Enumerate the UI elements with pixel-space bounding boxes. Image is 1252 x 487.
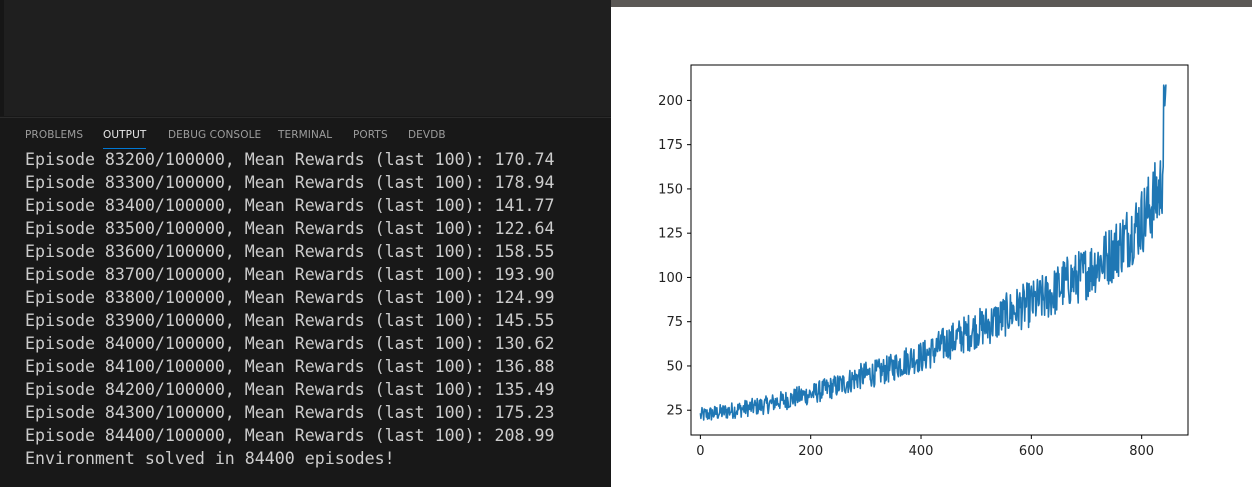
- panel-tabbar: PROBLEMS OUTPUT DEBUG CONSOLE TERMINAL P…: [0, 117, 611, 152]
- x-tick-label: 400: [909, 444, 934, 459]
- tab-ports[interactable]: PORTS: [353, 129, 388, 141]
- output-line: Episode 83300/100000, Mean Rewards (last…: [25, 173, 555, 192]
- y-tick-label: 100: [658, 271, 683, 286]
- tab-debug-console[interactable]: DEBUG CONSOLE: [168, 129, 262, 141]
- editor-area: [0, 0, 611, 116]
- output-line: Episode 83900/100000, Mean Rewards (last…: [25, 311, 555, 330]
- output-line: Episode 83200/100000, Mean Rewards (last…: [25, 151, 555, 169]
- tab-problems[interactable]: PROBLEMS: [25, 129, 84, 141]
- tab-devdb[interactable]: DEVDB: [408, 129, 446, 141]
- output-line: Episode 84000/100000, Mean Rewards (last…: [25, 334, 555, 353]
- x-tick-label: 800: [1129, 444, 1154, 459]
- y-tick-label: 75: [666, 315, 683, 330]
- editor-edge: [0, 0, 4, 116]
- output-line: Episode 84300/100000, Mean Rewards (last…: [25, 403, 555, 422]
- y-tick-label: 200: [658, 94, 683, 109]
- tab-terminal[interactable]: TERMINAL: [278, 129, 333, 141]
- y-tick-label: 125: [658, 227, 683, 242]
- output-log[interactable]: Episode 83200/100000, Mean Rewards (last…: [0, 151, 611, 487]
- y-tick-label: 50: [666, 359, 683, 374]
- output-line: Episode 84100/100000, Mean Rewards (last…: [25, 357, 555, 376]
- output-line: Episode 83600/100000, Mean Rewards (last…: [25, 242, 555, 261]
- plot-frame: [690, 64, 1189, 436]
- x-tick-label: 0: [696, 444, 704, 459]
- y-tick-label: 150: [658, 182, 683, 197]
- output-line: Environment solved in 84400 episodes!: [25, 449, 395, 468]
- plot-window: 0 200 400 600 800 25 50 75 100 125 150 175 200: [611, 0, 1252, 487]
- output-line: Episode 83500/100000, Mean Rewards (last…: [25, 219, 555, 238]
- reward-chart: 0 200 400 600 800 25 50 75 100 125 150 175 200: [658, 64, 1189, 459]
- axis-ticks: 0 200 400 600 800 25 50 75 100 125 150 175 200: [658, 94, 1154, 459]
- y-tick-label: 175: [658, 138, 683, 153]
- plot-window-titlebar: [611, 0, 1252, 7]
- vscode-left-pane: PROBLEMS OUTPUT DEBUG CONSOLE TERMINAL P…: [0, 0, 611, 487]
- output-line: Episode 84200/100000, Mean Rewards (last…: [25, 380, 555, 399]
- series-line: [699, 84, 1167, 421]
- output-line: Episode 83700/100000, Mean Rewards (last…: [25, 265, 555, 284]
- x-tick-label: 600: [1019, 444, 1044, 459]
- output-line: Episode 84400/100000, Mean Rewards (last…: [25, 426, 555, 445]
- y-tick-label: 25: [666, 404, 683, 419]
- output-line: Episode 83400/100000, Mean Rewards (last…: [25, 196, 555, 215]
- output-line: Episode 83800/100000, Mean Rewards (last…: [25, 288, 555, 307]
- tab-output[interactable]: OUTPUT: [103, 129, 147, 149]
- x-tick-label: 200: [798, 444, 823, 459]
